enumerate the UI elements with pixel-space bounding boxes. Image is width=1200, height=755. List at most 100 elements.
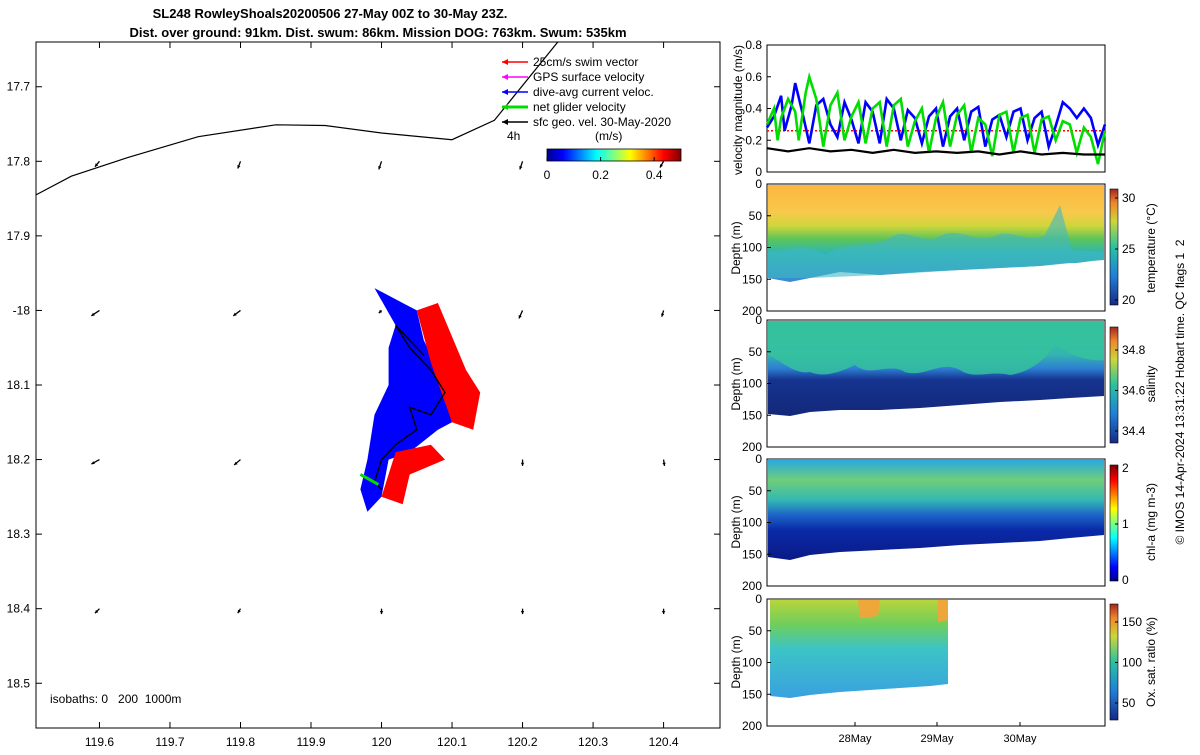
map-axes [35, 41, 721, 729]
map-x-ticks: 119.6 119.7 119.8 119.9 120 120.1 120.2 120.3 12… [85, 42, 679, 749]
geo-velocity-arrow [662, 459, 666, 466]
geo-velocity-arrow [518, 310, 524, 319]
depth-tick-label: 150 [742, 408, 762, 422]
depth-tick-label: 0 [755, 452, 762, 466]
map-y-tick-label: 18.4 [7, 602, 31, 616]
chlorophyll-panel: Depth (m) chl-a (mg m-3) 0 50 100 150 200 2 1… [729, 452, 1158, 593]
depth-tick-label: 200 [742, 440, 762, 454]
depth-tick-label: 50 [749, 484, 763, 498]
chlorophyll-ylabel: Depth (m) [729, 495, 743, 548]
depth-tick-label: 100 [742, 241, 762, 255]
chlorophyll-y-ticks: 0 50 100 150 200 [742, 452, 771, 593]
temperature-lower-layer [768, 205, 1104, 278]
map-x-tick-label: 120.3 [578, 735, 608, 749]
temperature-y-ticks: 0 50 100 150 200 [742, 177, 771, 318]
oxygen-cbar-ticks: 150 100 50 [1115, 615, 1142, 710]
velocity-y-tick-label: 0.4 [745, 102, 762, 116]
cbar-tick-label: 34.4 [1122, 424, 1146, 438]
cbar-tick-label: 0.4 [646, 168, 663, 182]
title-line1: SL248 RowleyShoals20200506 27-May 00Z to… [153, 6, 508, 21]
chlorophyll-cbar-label: chl-a (mg m-3) [1144, 483, 1158, 561]
velocity-y-tick-label: 0.8 [745, 38, 762, 52]
depth-tick-label: 100 [742, 516, 762, 530]
map-x-tick-label: 119.9 [296, 735, 325, 749]
depth-tick-label: 50 [749, 345, 763, 359]
swim-vector-swath-1 [416, 303, 481, 430]
legend-label: net glider velocity [533, 100, 626, 114]
map-y-tick-label: 18.3 [7, 527, 31, 541]
cbar-tick-label: 0 [1122, 573, 1129, 587]
chlorophyll-section [768, 460, 1104, 560]
chlorophyll-cbar-ticks: 2 1 0 [1115, 461, 1129, 587]
depth-tick-label: 0 [755, 177, 762, 191]
geo-velocity-arrow [520, 608, 525, 615]
time-axis-ticks: 28May 29May 30May [838, 722, 1037, 745]
cbar-tick-label: 0.2 [592, 168, 609, 182]
oxygen-section [770, 600, 948, 698]
temperature-cbar-label: temperature (°C) [1144, 203, 1158, 293]
legend-item: dive-avg current veloc. [502, 85, 654, 99]
geo-velocity-arrow [91, 458, 100, 465]
map-y-tick-label: 18.1 [7, 378, 31, 392]
swim-vector-swath-2 [381, 444, 445, 505]
temperature-colorbar [1109, 188, 1119, 306]
salinity-y-ticks: 0 50 100 150 200 [742, 313, 771, 454]
geo-velocity-arrow [233, 459, 241, 466]
salinity-colorbar [1109, 326, 1119, 444]
geo-velocity-arrow [237, 608, 242, 614]
geo-velocity-arrow [661, 310, 665, 317]
velocity-series-line [766, 147, 1105, 156]
depth-tick-label: 150 [742, 687, 762, 701]
isobath-line [35, 41, 559, 196]
legend-item: net glider velocity [502, 100, 626, 114]
colorbar-unit-label: (m/s) [595, 129, 622, 143]
velocity-panel: 0 0.2 0.4 0.6 0.8 velocity magnitude (m/s) [731, 38, 1107, 179]
speed-colorbar [546, 148, 682, 162]
legend-item: GPS surface velocity [502, 70, 644, 84]
velocity-y-tick-label: 0 [755, 165, 762, 179]
geo-velocity-arrow [237, 161, 242, 169]
net-velocity-arrow [359, 473, 380, 486]
geo-velocity-arrow [661, 608, 666, 615]
oxygen-high-patch [858, 600, 948, 622]
glider-track [373, 324, 446, 490]
velocity-y-tick-label: 0.6 [745, 70, 762, 84]
geo-velocity-arrow [94, 608, 100, 614]
time-tick-label: 30May [1003, 733, 1037, 745]
map-y-tick-label: 18.2 [7, 453, 31, 467]
depth-tick-label: 0 [755, 592, 762, 606]
map-x-tick-label: 119.7 [155, 735, 184, 749]
cbar-tick-label: 25 [1122, 242, 1136, 256]
map-panel: 119.6 119.7 119.8 119.9 120 120.1 120.2 120.3 12… [7, 41, 721, 749]
depth-tick-label: 200 [742, 719, 762, 733]
temperature-cbar-ticks: 30 25 20 [1115, 191, 1136, 307]
map-x-tick-label: 120.1 [437, 735, 467, 749]
cbar-tick-label: 0 [544, 168, 551, 182]
salinity-cbar-label: salinity [1144, 366, 1158, 403]
salinity-panel: Depth (m) salinity 0 50 100 150 200 34.8 34.6… [729, 313, 1158, 454]
depth-tick-label: 0 [755, 313, 762, 327]
geo-velocity-arrow [378, 309, 383, 314]
salinity-ylabel: Depth (m) [729, 357, 743, 410]
cbar-tick-label: 30 [1122, 191, 1136, 205]
map-y-ticks: 17.7 17.8 17.9 -18 18.1 18.2 18.3 18.4 18.5 [7, 80, 720, 690]
oxygen-y-ticks: 0 50 100 150 200 [742, 592, 771, 733]
map-x-tick-label: 120.2 [508, 735, 538, 749]
legend-label: GPS surface velocity [533, 70, 644, 84]
geo-velocity-arrow [232, 309, 241, 317]
legend-label: 25cm/s swim vector [533, 55, 638, 69]
salinity-high-band [768, 321, 1104, 375]
geo-velocity-arrow [519, 161, 524, 170]
geo-velocity-arrow [378, 161, 383, 170]
depth-tick-label: 150 [742, 547, 762, 561]
geo-velocity-arrow [94, 160, 100, 168]
map-x-tick-label: 119.6 [85, 735, 114, 749]
depth-tick-label: 200 [742, 579, 762, 593]
legend-item: 25cm/s swim vector [502, 55, 638, 69]
legend-item: sfc geo. vel. 30-May-2020 [502, 115, 671, 129]
time-tick-label: 28May [838, 733, 872, 745]
isobaths-label: isobaths: 0 200 1000m [50, 692, 181, 706]
cbar-tick-label: 150 [1122, 615, 1142, 629]
